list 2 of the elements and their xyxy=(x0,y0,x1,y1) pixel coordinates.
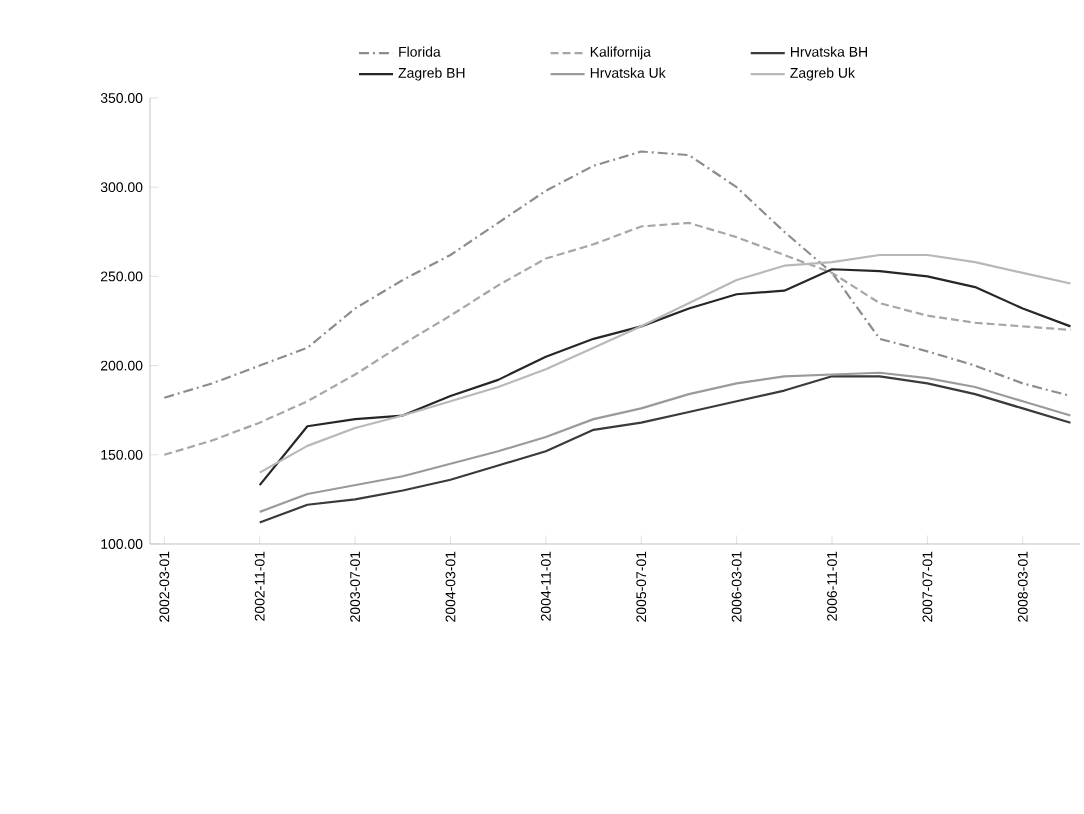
line-series xyxy=(163,221,1072,456)
line-series xyxy=(163,150,1072,399)
